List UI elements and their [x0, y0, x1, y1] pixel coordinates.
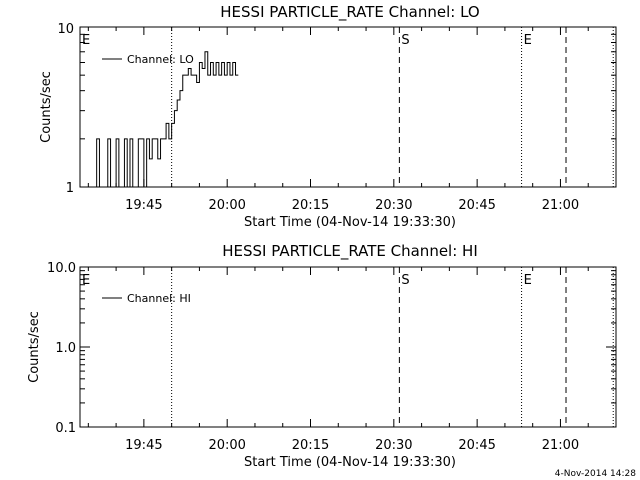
y-axis-label-hi: Counts/sec [27, 311, 42, 383]
event-marker-label: E [524, 273, 532, 288]
x-tick-label: 20:00 [208, 438, 245, 453]
plot-frame-hi [79, 266, 617, 428]
legend-label: Channel: HI [127, 292, 191, 305]
x-tick-label: 19:45 [125, 198, 162, 213]
x-tick-label: 19:45 [125, 438, 162, 453]
event-marker-label: E [524, 33, 532, 48]
x-tick-label: 20:00 [208, 198, 245, 213]
x-ticks-lo: 19:45 20:00 20:15 20:30 20:45 21:00 [87, 27, 617, 213]
y-tick-label: 1.0 [55, 341, 76, 356]
x-tick-label: 21:00 [542, 438, 579, 453]
y-ticks-lo: 10 1 [57, 22, 616, 196]
legend-label: Channel: LO [127, 53, 194, 66]
x-tick-label: 20:30 [375, 198, 412, 213]
panel-hi: HESSI PARTICLE_RATE Channel: HI Counts/s… [27, 242, 617, 470]
y-tick-label: 0.1 [55, 421, 76, 436]
event-marker-label: E [82, 33, 90, 48]
x-axis-label-lo: Start Time (04-Nov-14 19:33:30) [244, 215, 456, 230]
x-tick-label: 20:45 [458, 198, 495, 213]
event-marker-label: S [401, 33, 409, 48]
event-marker-label: S [401, 273, 409, 288]
y-tick-label: 10.0 [47, 261, 76, 276]
legend-hi: Channel: HI [102, 292, 191, 305]
plot-frame-lo [79, 26, 617, 188]
x-tick-label: 20:15 [292, 438, 329, 453]
series-lo [93, 51, 239, 188]
x-tick-label: 20:15 [292, 198, 329, 213]
footer-timestamp: 4-Nov-2014 14:28 [555, 469, 637, 479]
x-tick-label: 20:45 [458, 438, 495, 453]
x-tick-label: 21:00 [542, 198, 579, 213]
event-marker-label: E [82, 273, 90, 288]
x-axis-label-hi: Start Time (04-Nov-14 19:33:30) [244, 455, 456, 470]
chart-title-hi: HESSI PARTICLE_RATE Channel: HI [222, 242, 478, 261]
y-tick-label: 1 [66, 181, 74, 196]
y-ticks-hi: 10.0 1.0 0.1 [47, 261, 616, 436]
chart-title-lo: HESSI PARTICLE_RATE Channel: LO [220, 3, 479, 22]
legend-lo: Channel: LO [102, 53, 194, 66]
panel-lo: HESSI PARTICLE_RATE Channel: LO Counts/s… [39, 3, 617, 230]
y-tick-label: 10 [57, 22, 74, 37]
x-tick-label: 20:30 [375, 438, 412, 453]
series-line [93, 51, 239, 188]
x-ticks-hi: 19:45 20:00 20:15 20:30 20:45 21:00 [87, 267, 617, 453]
y-axis-label-lo: Counts/sec [39, 71, 54, 143]
